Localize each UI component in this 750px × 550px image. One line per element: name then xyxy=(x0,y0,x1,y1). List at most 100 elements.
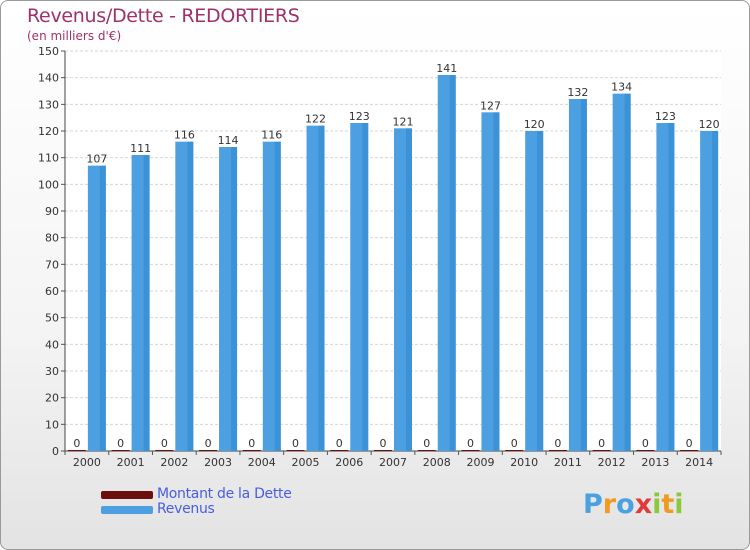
bar-revenus-shade xyxy=(537,131,544,451)
x-tick-label: 2009 xyxy=(466,456,494,469)
data-label-revenus: 111 xyxy=(130,142,151,155)
bar-dette xyxy=(374,450,392,451)
data-label-revenus: 127 xyxy=(480,99,501,112)
legend-label-revenus: Revenus xyxy=(157,501,215,517)
x-tick-label: 2004 xyxy=(248,456,276,469)
data-label-dette: 0 xyxy=(292,437,299,450)
y-tick-label: 20 xyxy=(45,392,59,405)
data-label-dette: 0 xyxy=(554,437,561,450)
x-tick-label: 2008 xyxy=(423,456,451,469)
bar-revenus-shade xyxy=(493,112,500,451)
bar-dette xyxy=(199,450,218,451)
data-label-revenus: 121 xyxy=(393,115,414,128)
data-label-dette: 0 xyxy=(336,437,343,450)
y-tick-label: 70 xyxy=(45,258,59,271)
logo-letter: i xyxy=(652,489,662,520)
data-label-dette: 0 xyxy=(598,437,605,450)
bar-dette xyxy=(417,450,436,451)
y-tick-label: 150 xyxy=(38,45,59,58)
bar-dette xyxy=(680,450,699,451)
logo-letter: x xyxy=(634,489,653,520)
bar-dette xyxy=(286,450,305,451)
data-label-revenus: 132 xyxy=(567,86,588,99)
data-label-revenus: 116 xyxy=(261,129,282,142)
data-label-revenus: 120 xyxy=(524,118,545,131)
data-label-dette: 0 xyxy=(511,437,518,450)
y-tick-label: 140 xyxy=(38,72,59,85)
x-tick-label: 2000 xyxy=(73,456,101,469)
bar-revenus-shade xyxy=(99,165,106,451)
data-label-dette: 0 xyxy=(642,437,649,450)
x-tick-label: 2002 xyxy=(160,456,188,469)
y-tick-label: 120 xyxy=(38,125,59,138)
bar-dette xyxy=(242,450,261,451)
bar-dette xyxy=(330,450,349,451)
x-tick-label: 2003 xyxy=(204,456,232,469)
y-tick-label: 0 xyxy=(52,445,59,458)
data-label-dette: 0 xyxy=(248,437,255,450)
bar-revenus-shade xyxy=(668,123,675,451)
y-tick-label: 80 xyxy=(45,232,59,245)
data-label-dette: 0 xyxy=(205,437,212,450)
y-tick-label: 40 xyxy=(45,338,59,351)
data-label-dette: 0 xyxy=(117,437,124,450)
data-label-revenus: 114 xyxy=(218,134,239,147)
bar-dette xyxy=(548,450,567,451)
x-tick-label: 2013 xyxy=(641,456,669,469)
logo-letter: o xyxy=(616,489,635,520)
data-label-dette: 0 xyxy=(423,437,430,450)
data-label-revenus: 123 xyxy=(349,110,370,123)
data-label-dette: 0 xyxy=(161,437,168,450)
data-label-dette: 0 xyxy=(73,437,80,450)
bar-revenus-shade xyxy=(187,141,194,451)
x-tick-label: 2001 xyxy=(117,456,145,469)
y-tick-label: 10 xyxy=(45,418,59,431)
legend-swatch-dette xyxy=(101,491,153,499)
data-label-revenus: 120 xyxy=(699,118,720,131)
bar-revenus-shade xyxy=(712,131,719,451)
bar-revenus-shade xyxy=(449,75,456,451)
logo-letter: P xyxy=(583,489,603,520)
logo-letter: t xyxy=(661,489,675,520)
bar-dette xyxy=(461,450,480,451)
logo-letter: i xyxy=(674,489,684,520)
data-label-revenus: 122 xyxy=(305,113,326,126)
logo-letter: r xyxy=(602,489,617,520)
y-tick-label: 130 xyxy=(38,98,59,111)
bar-dette xyxy=(592,450,611,451)
y-tick-label: 60 xyxy=(45,285,59,298)
bar-revenus-shade xyxy=(143,155,150,451)
bar-revenus-shade xyxy=(231,147,238,451)
x-tick-label: 2014 xyxy=(685,456,713,469)
data-label-dette: 0 xyxy=(467,437,474,450)
bar-dette xyxy=(111,450,130,451)
legend-label-dette: Montant de la Dette xyxy=(157,486,292,502)
chart-title: Revenus/Dette - REDORTIERS xyxy=(27,5,300,27)
data-label-dette: 0 xyxy=(686,437,693,450)
proxiti-logo: Proxiti xyxy=(583,489,684,520)
data-label-revenus: 107 xyxy=(86,153,107,166)
bar-revenus-shade xyxy=(318,125,325,452)
bar-revenus-shade xyxy=(624,93,631,452)
bar-dette xyxy=(505,450,524,451)
bar-revenus-shade xyxy=(580,99,587,451)
bar-revenus-shade xyxy=(362,123,369,451)
chart-subtitle: (en milliers d'€) xyxy=(27,29,122,43)
y-tick-label: 110 xyxy=(38,152,59,165)
data-label-dette: 0 xyxy=(380,437,387,450)
y-tick-label: 50 xyxy=(45,312,59,325)
plot-background xyxy=(65,51,721,451)
bar-dette xyxy=(67,450,86,451)
x-tick-label: 2005 xyxy=(292,456,320,469)
x-tick-label: 2007 xyxy=(379,456,407,469)
x-tick-label: 2012 xyxy=(598,456,626,469)
data-label-revenus: 123 xyxy=(655,110,676,123)
y-tick-label: 30 xyxy=(45,365,59,378)
data-label-revenus: 134 xyxy=(611,81,632,94)
bar-dette xyxy=(636,450,655,451)
data-label-revenus: 116 xyxy=(174,129,195,142)
bar-dette xyxy=(155,450,174,451)
y-tick-label: 90 xyxy=(45,205,59,218)
